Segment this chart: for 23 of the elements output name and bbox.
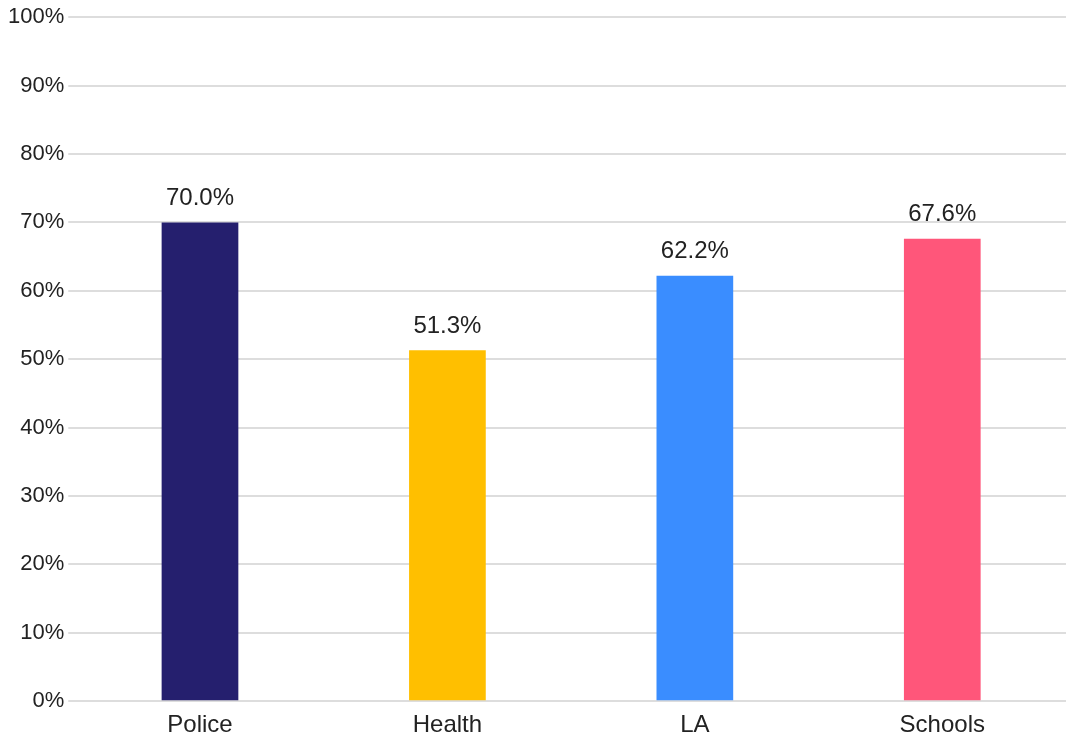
data-label: 67.6%	[908, 199, 977, 227]
y-tick-label: 60%	[20, 276, 65, 302]
y-tick-label: 90%	[20, 71, 65, 97]
y-tick-label: 20%	[20, 550, 65, 576]
bar	[409, 350, 486, 701]
bar	[161, 222, 239, 701]
y-tick-label: 80%	[20, 140, 65, 166]
y-tick-label: 70%	[20, 208, 65, 234]
x-tick-label: Police	[167, 710, 233, 738]
x-tick-label: Health	[412, 710, 483, 738]
y-tick-label: 100%	[7, 3, 65, 29]
y-tick-label: 0%	[32, 687, 65, 713]
data-label: 62.2%	[660, 236, 729, 264]
bar	[656, 275, 734, 701]
bar	[903, 238, 981, 701]
y-tick-label: 30%	[20, 482, 65, 508]
data-label: 70.0%	[165, 183, 235, 211]
x-tick-label: LA	[680, 710, 710, 738]
x-tick-label: Schools	[899, 710, 985, 738]
y-tick-label: 50%	[20, 345, 65, 371]
y-tick-label: 10%	[20, 618, 65, 644]
y-tick-label: 40%	[20, 413, 65, 439]
data-label: 51.3%	[413, 310, 482, 338]
